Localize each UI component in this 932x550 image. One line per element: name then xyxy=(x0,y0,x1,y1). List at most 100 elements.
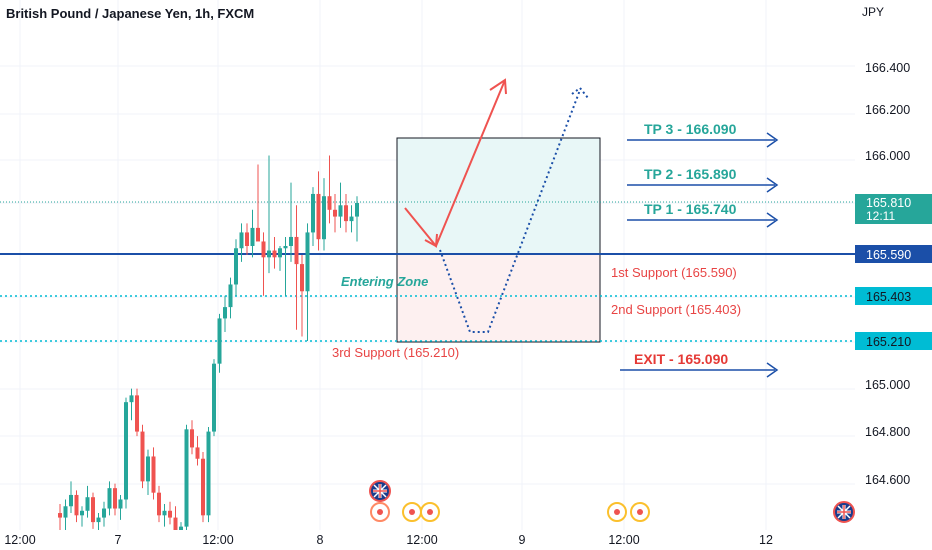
candle xyxy=(151,447,156,500)
level-price-label: 165.403 xyxy=(866,290,911,304)
candle xyxy=(206,427,211,523)
y-tick-label: 166.200 xyxy=(865,103,910,117)
candle-body xyxy=(96,517,101,523)
event-dot xyxy=(377,509,383,515)
scenario-arrows xyxy=(404,78,779,378)
candle xyxy=(80,506,84,527)
last-price-badge xyxy=(855,194,932,224)
candle-body xyxy=(272,250,277,258)
event-icon xyxy=(420,502,440,522)
candle-body xyxy=(245,232,249,246)
candle xyxy=(69,481,73,514)
candle-body xyxy=(118,499,123,509)
event-dot xyxy=(614,509,620,515)
annotation-labels: TP 3 - 166.090 TP 2 - 165.890 TP 1 - 165.7… xyxy=(332,121,741,367)
price-axis: 166.400 166.200 166.000 165.000 164.800 164.6… xyxy=(855,0,932,530)
level-price-badge xyxy=(855,287,932,305)
candle-body xyxy=(212,363,216,432)
entering-zone-label: Entering Zone xyxy=(341,274,428,289)
support-1-label: 1st Support (165.590) xyxy=(611,265,737,280)
candle-body xyxy=(80,510,84,516)
tp-zone-fill xyxy=(397,138,600,254)
candle-body xyxy=(289,236,293,246)
event-dot xyxy=(427,509,433,515)
candlesticks xyxy=(58,155,359,545)
candle xyxy=(140,424,145,489)
y-tick-label: 166.000 xyxy=(865,149,910,163)
candle xyxy=(212,359,216,437)
uk-flag-icon xyxy=(833,501,855,523)
x-tick-label: 12:00 xyxy=(202,533,233,547)
candle-body xyxy=(74,494,79,516)
candle xyxy=(322,178,326,251)
target-arrow-head xyxy=(766,362,779,378)
candle-body xyxy=(58,513,62,518)
candle xyxy=(195,436,200,466)
candle xyxy=(349,205,354,233)
candle xyxy=(239,223,244,262)
support-3-label: 3rd Support (165.210) xyxy=(332,345,459,360)
candle xyxy=(283,236,288,296)
candle-body xyxy=(85,497,90,511)
arrow-head xyxy=(424,233,438,248)
candle xyxy=(338,182,343,228)
candle-body xyxy=(157,492,161,516)
candle xyxy=(168,501,172,525)
event-dot xyxy=(409,509,415,515)
candle-body xyxy=(239,232,244,249)
event-icon xyxy=(607,502,627,522)
candle-body xyxy=(102,508,106,518)
candle-body xyxy=(151,456,156,493)
candle xyxy=(184,424,189,534)
x-tick-label: 12:00 xyxy=(4,533,35,547)
event-icon xyxy=(370,502,390,522)
candle xyxy=(201,451,205,523)
candle xyxy=(267,155,271,274)
tp2-label: TP 2 - 165.890 xyxy=(644,166,737,182)
candle-body xyxy=(322,196,326,240)
candle-body xyxy=(267,250,271,258)
candle xyxy=(124,397,128,509)
support-2-label: 2nd Support (165.403) xyxy=(611,302,741,317)
candle-body xyxy=(91,497,95,523)
candle-body xyxy=(124,402,128,500)
candle xyxy=(272,236,277,269)
target-arrow-head xyxy=(766,212,779,228)
entering-zone-box xyxy=(396,137,601,343)
countdown-label: 12:11 xyxy=(866,209,895,223)
candle xyxy=(333,193,337,233)
candle xyxy=(157,485,161,523)
candle-body xyxy=(300,264,304,292)
candle xyxy=(355,196,359,242)
candle-body xyxy=(201,458,205,516)
dip-scenario-arrow xyxy=(439,89,581,333)
candle-body xyxy=(162,510,167,516)
candle-body xyxy=(179,526,183,532)
x-tick-label: 7 xyxy=(115,533,122,547)
candle xyxy=(300,255,304,337)
candle-body xyxy=(206,431,211,516)
candle-body xyxy=(234,248,238,285)
y-tick-label: 164.600 xyxy=(865,473,910,487)
candle xyxy=(250,209,255,258)
candle xyxy=(63,499,68,534)
tp3-label: TP 3 - 166.090 xyxy=(644,121,737,137)
candle-body xyxy=(278,248,282,258)
candle-body xyxy=(140,431,145,482)
candle-body xyxy=(349,216,354,222)
level-price-label: 165.210 xyxy=(866,335,911,349)
candle xyxy=(316,171,321,251)
candle-body xyxy=(294,236,299,265)
event-dot xyxy=(637,509,643,515)
candle xyxy=(245,223,249,256)
candle-body xyxy=(129,395,134,403)
candle-body xyxy=(338,205,343,217)
level-price-badge xyxy=(855,245,932,263)
candle-body xyxy=(63,506,68,518)
exit-label: EXIT - 165.090 xyxy=(634,351,728,367)
candle xyxy=(135,388,139,437)
candle xyxy=(118,494,123,520)
event-icon xyxy=(402,502,422,522)
time-axis: 12:00 7 12:00 8 12:00 9 12:00 12 xyxy=(0,530,932,550)
